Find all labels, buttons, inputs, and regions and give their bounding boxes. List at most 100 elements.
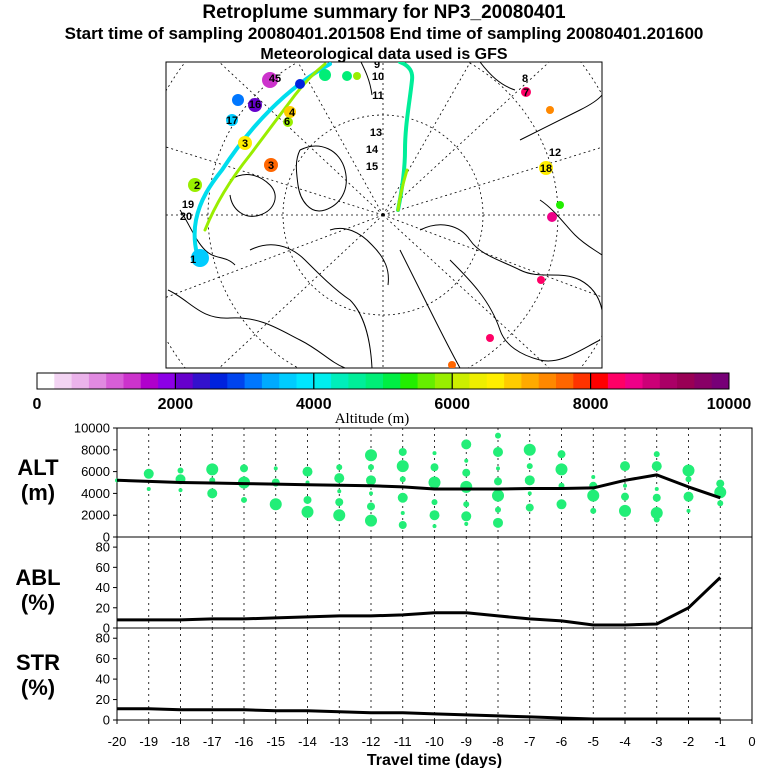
scatter-point (369, 491, 373, 496)
scatter-point (431, 499, 438, 506)
trajectory-track-1 (192, 62, 332, 267)
scatter-point (557, 450, 566, 459)
colorbar-swatch (365, 373, 384, 389)
colorbar-swatch (521, 373, 540, 389)
colorbar-swatch (556, 373, 574, 389)
scatter-point (523, 443, 536, 456)
colorbar-swatch (331, 373, 349, 389)
scatter-point (463, 501, 470, 508)
scatter-point (365, 449, 377, 462)
scatter-point (428, 476, 441, 489)
x-tick-label: -2 (683, 734, 695, 749)
scatter-point (206, 463, 219, 476)
x-tick-label: -7 (524, 734, 536, 749)
scatter-point (682, 464, 695, 477)
scatter-point (619, 504, 631, 517)
colorbar-swatch (88, 373, 107, 389)
scatter-point (336, 464, 343, 471)
scatter-point (430, 463, 439, 472)
x-tick-label: -15 (266, 734, 285, 749)
scatter-point (146, 487, 151, 492)
scatter-point (367, 502, 375, 511)
x-tick-label: -17 (203, 734, 222, 749)
colorbar-swatch (348, 373, 367, 389)
scatter-point (527, 491, 532, 496)
scatter-point (495, 506, 501, 513)
scatter-point (526, 463, 533, 470)
x-tick-label: -4 (619, 734, 631, 749)
scatter-point (177, 467, 184, 474)
scatter-point (493, 517, 503, 528)
colorbar-swatch (158, 373, 176, 389)
trajectory-track-2 (203, 62, 327, 232)
scatter-point (464, 458, 469, 463)
series-line (117, 576, 722, 627)
map-number-label: 13 (370, 127, 382, 139)
str-panel-label: STR (16, 650, 60, 675)
y-tick-label: 40 (96, 580, 110, 595)
str-panel-unit: (%) (21, 675, 55, 700)
x-tick-label: -6 (556, 734, 568, 749)
scatter-point (398, 447, 407, 456)
colorbar-label: Altitude (m) (335, 411, 410, 427)
scatter-point (399, 476, 406, 483)
scatter-point (429, 510, 440, 521)
abl-panel-label: ABL (15, 565, 60, 590)
y-tick-label: 2000 (81, 508, 110, 523)
y-tick-label: 0 (103, 621, 110, 636)
colorbar-swatch (227, 373, 246, 389)
x-tick-label: -12 (362, 734, 381, 749)
map-marker (448, 361, 456, 368)
time-series-panels: 0200040006000800010000020406080020406080… (74, 421, 756, 768)
scatter-point (302, 466, 313, 477)
map-marker (191, 249, 209, 267)
scatter-point (273, 466, 278, 471)
colorbar-swatch (711, 373, 730, 389)
trajectory-track-4 (396, 168, 409, 212)
scatter-point (653, 516, 660, 523)
x-tick-label: -19 (139, 734, 158, 749)
sampling-times: Start time of sampling 20080401.201508 E… (64, 24, 704, 43)
x-tick-label: -11 (394, 734, 412, 749)
map-number-label: 10 (372, 71, 384, 83)
colorbar-swatch (434, 373, 453, 389)
colorbar-swatch (210, 373, 228, 389)
map-marker (262, 72, 278, 88)
map-marker (264, 158, 278, 172)
scatter-point (494, 477, 502, 486)
scatter-point (301, 505, 314, 518)
map-marker (342, 71, 352, 81)
scatter-point (464, 521, 469, 526)
map-marker (537, 276, 545, 284)
x-tick-label: -3 (651, 734, 663, 749)
scatter-point (686, 508, 691, 513)
colorbar-swatch (659, 373, 678, 389)
map-number-label: 45 (269, 73, 281, 85)
scatter-point (653, 451, 660, 458)
map-marker (188, 178, 202, 192)
scatter-point (591, 475, 596, 480)
scatter-point (432, 451, 437, 456)
scatter-point (366, 475, 376, 486)
scatter-point (334, 473, 345, 484)
colorbar-swatch (140, 373, 159, 389)
altitude-colorbar: 0 2000 4000 6000 8000 10000 (33, 372, 751, 413)
scatter-point (178, 488, 183, 493)
map-marker (319, 69, 331, 81)
map-marker (539, 161, 553, 175)
map-number-label: 15 (366, 161, 378, 173)
scatter-point (716, 479, 725, 488)
scatter-point (495, 432, 501, 439)
map-marker (284, 106, 296, 118)
map-number-label: 14 (366, 144, 379, 156)
scatter-point (717, 500, 724, 507)
map-number-label: 17 (226, 115, 238, 127)
map-marker (248, 98, 262, 112)
y-tick-label: 60 (96, 651, 110, 666)
chart-title: Retroplume summary for NP3_20080401 (202, 2, 566, 23)
colorbar-swatch (383, 373, 401, 389)
colorbar-tick-label: 2000 (158, 396, 194, 413)
map-trajectory-markers (188, 69, 564, 368)
map-number-label: 19 (182, 199, 194, 211)
